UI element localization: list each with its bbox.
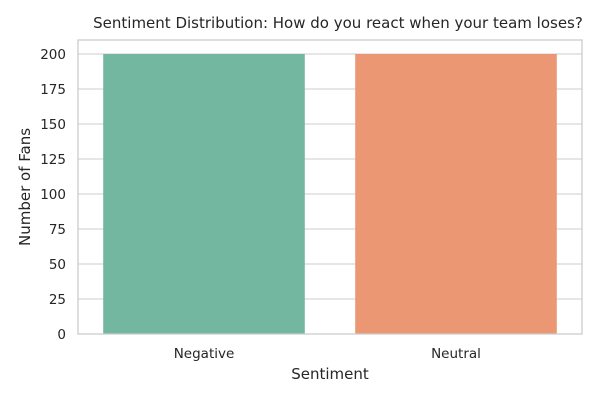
bar-neutral: [355, 54, 557, 334]
y-axis-label: Number of Fans: [16, 128, 34, 246]
chart-title: Sentiment Distribution: How do you react…: [93, 14, 583, 32]
y-tick-label: 50: [49, 257, 66, 273]
bars: [103, 54, 557, 334]
x-tick-label: Neutral: [431, 346, 481, 362]
y-tick-labels: 0 25 50 75 100 125 150 175 200: [40, 47, 66, 343]
y-tick-label: 100: [40, 187, 66, 203]
plot-frame: [77, 39, 583, 335]
x-tick-labels: Negative Neutral: [174, 346, 481, 362]
y-tick-label: 175: [40, 82, 66, 98]
y-tick-label: 150: [40, 117, 66, 133]
x-axis-label: Sentiment: [291, 365, 369, 383]
y-tick-label: 25: [49, 292, 66, 308]
y-tick-label: 75: [49, 222, 66, 238]
bar-negative: [103, 54, 305, 334]
x-tick-label: Negative: [174, 346, 235, 362]
y-tick-label: 0: [57, 327, 66, 343]
y-tick-label: 125: [40, 152, 66, 168]
y-tick-label: 200: [40, 47, 66, 63]
